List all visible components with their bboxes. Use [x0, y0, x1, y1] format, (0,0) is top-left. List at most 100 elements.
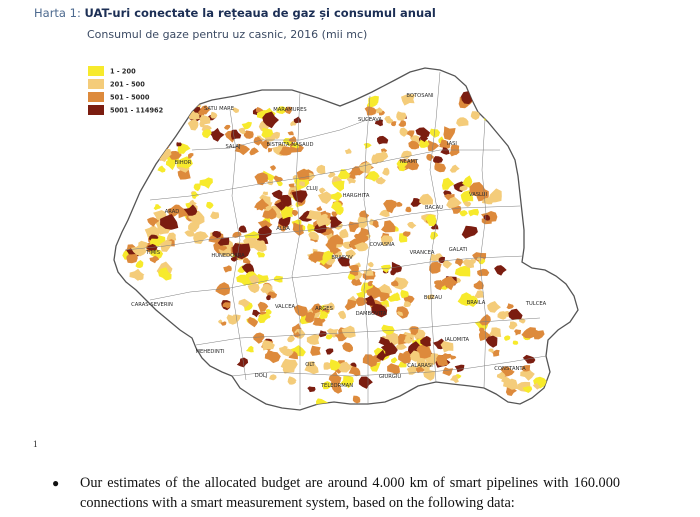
consumption-area	[522, 354, 536, 364]
consumption-area	[362, 295, 377, 306]
consumption-area	[474, 290, 484, 299]
consumption-area	[406, 130, 415, 138]
consumption-area	[379, 209, 390, 218]
consumption-area	[252, 309, 261, 318]
consumption-area	[355, 262, 361, 268]
consumption-area	[256, 251, 266, 258]
consumption-area	[223, 124, 231, 130]
consumption-area	[434, 162, 446, 173]
county-label: TIMIS	[145, 250, 160, 256]
consumption-area	[230, 256, 238, 262]
consumption-area	[488, 348, 494, 353]
consumption-area	[372, 220, 379, 228]
consumption-area	[479, 94, 487, 102]
county-label: BACAU	[425, 205, 443, 211]
consumption-area	[161, 142, 170, 149]
consumption-area	[473, 280, 484, 290]
consumption-area	[461, 225, 478, 239]
consumption-area	[331, 180, 345, 192]
county-label: OLT	[305, 362, 315, 368]
consumption-area	[238, 298, 250, 308]
consumption-area	[456, 117, 469, 127]
county-label: HUNEDOARA	[211, 253, 245, 259]
map-title-main: UAT-uri conectate la rețeaua de gaz și c…	[84, 6, 436, 20]
consumption-area	[219, 246, 228, 251]
consumption-area	[382, 167, 390, 176]
consumption-area	[254, 240, 267, 252]
consumption-area	[519, 318, 526, 324]
map-legend: 1 - 200 201 - 500 501 - 5000 5001 - 114962	[88, 66, 164, 115]
consumption-area	[220, 321, 227, 326]
consumption-area	[427, 140, 440, 152]
consumption-area	[340, 375, 354, 389]
consumption-area	[271, 189, 283, 200]
consumption-area	[405, 206, 412, 213]
consumption-area	[403, 231, 411, 237]
consumption-area	[306, 210, 322, 220]
consumption-area	[348, 366, 361, 377]
consumption-area	[496, 371, 506, 380]
county-label: BRAILA	[467, 300, 486, 306]
consumption-area	[479, 314, 491, 326]
consumption-area	[188, 153, 194, 159]
consumption-area	[434, 279, 446, 291]
consumption-area	[299, 181, 305, 187]
consumption-area	[514, 329, 521, 336]
consumption-area	[316, 205, 323, 211]
consumption-area	[329, 359, 341, 371]
county-border	[191, 117, 373, 151]
county-label: NEAMT	[400, 159, 419, 165]
consumption-area	[323, 362, 332, 370]
consumption-area	[266, 295, 271, 301]
consumption-area	[318, 187, 326, 194]
consumption-area	[403, 335, 412, 344]
consumption-area	[488, 188, 502, 203]
consumption-area	[400, 150, 412, 160]
consumption-area	[222, 302, 231, 309]
consumption-area	[442, 367, 454, 376]
consumption-area	[307, 386, 316, 393]
consumption-area	[377, 291, 390, 302]
consumption-area	[232, 107, 240, 114]
consumption-area	[274, 201, 287, 211]
county-label: CARAS-SEVERIN	[131, 302, 173, 308]
consumption-area	[257, 301, 269, 312]
consumption-area	[494, 265, 507, 276]
consumption-area	[151, 141, 165, 152]
consumption-area	[331, 201, 343, 211]
consumption-area	[312, 317, 323, 327]
consumption-area	[334, 251, 343, 258]
county-label: VRANCEA	[410, 250, 435, 256]
consumption-area	[454, 265, 471, 277]
consumption-area	[505, 385, 517, 396]
consumption-area	[419, 139, 430, 148]
consumption-area	[344, 148, 352, 155]
consumption-area	[365, 171, 380, 182]
consumption-area	[310, 345, 321, 356]
consumption-area	[442, 260, 453, 269]
consumption-area	[459, 185, 468, 191]
country-border	[113, 67, 579, 411]
consumption-area	[376, 349, 387, 361]
consumption-area	[304, 311, 316, 323]
consumption-area	[345, 249, 356, 259]
consumption-area	[381, 148, 388, 153]
legend-label: 5001 - 114962	[110, 107, 164, 115]
consumption-area	[377, 135, 389, 145]
consumption-area	[419, 193, 433, 205]
county-label: DOLJ	[255, 373, 268, 379]
legend-label: 1 - 200	[110, 68, 136, 76]
consumption-area	[468, 208, 479, 217]
consumption-area	[450, 355, 457, 360]
consumption-area	[147, 217, 160, 227]
consumption-area	[330, 191, 343, 202]
map-subtitle: Consumul de gaze pentru uz casnic, 2016 …	[87, 28, 368, 41]
consumption-area	[344, 299, 357, 311]
county-label: BISTRITA-NASAUD	[267, 142, 314, 148]
county-label: DAMBOVITA	[356, 311, 387, 317]
consumption-area	[327, 171, 336, 178]
consumption-area	[255, 274, 269, 285]
county-borders	[124, 71, 547, 405]
county-border	[429, 71, 441, 383]
